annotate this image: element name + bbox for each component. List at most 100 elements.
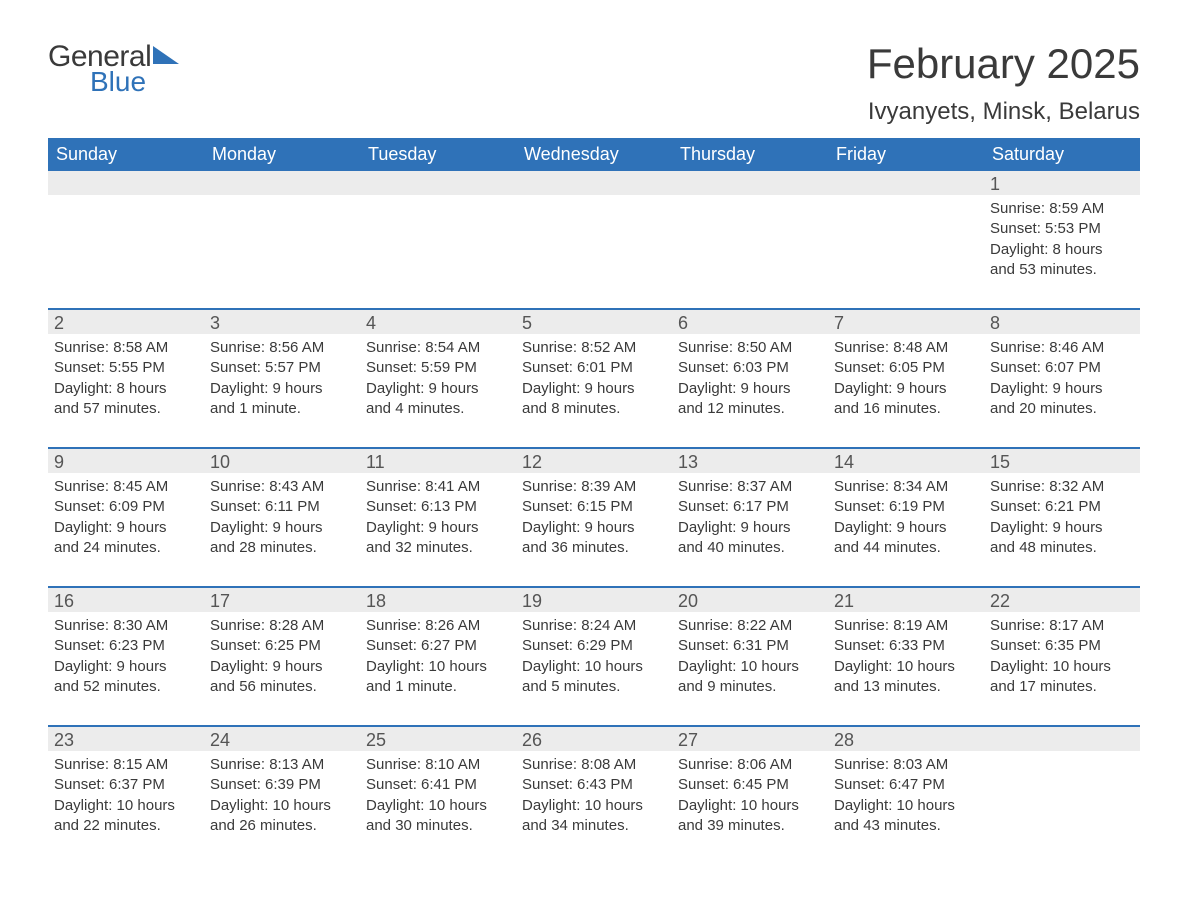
calendar-cell: 5Sunrise: 8:52 AMSunset: 6:01 PMDaylight… xyxy=(516,310,672,425)
dayheader-sunday: Sunday xyxy=(48,138,204,171)
dayheader-saturday: Saturday xyxy=(984,138,1140,171)
day-number: 6 xyxy=(672,310,828,334)
day-number: 7 xyxy=(828,310,984,334)
calendar-cell: 14Sunrise: 8:34 AMSunset: 6:19 PMDayligh… xyxy=(828,449,984,564)
day-number: 24 xyxy=(204,727,360,751)
calendar-cell: 21 Sunrise: 8:19 AMSunset: 6:33 PMDayligh… xyxy=(828,588,984,703)
daylight1-text: Daylight: 9 hours xyxy=(522,518,666,538)
sunset-text: Sunset: 6:43 PM xyxy=(522,775,666,795)
dayheader-wednesday: Wednesday xyxy=(516,138,672,171)
dayheader-thursday: Thursday xyxy=(672,138,828,171)
sunset-text: Sunset: 6:19 PM xyxy=(834,497,978,517)
calendar-cell: 7Sunrise: 8:48 AMSunset: 6:05 PMDaylight… xyxy=(828,310,984,425)
sunrise-text: Sunrise: 8:43 AM xyxy=(210,477,354,497)
sunset-text: Sunset: 5:59 PM xyxy=(366,358,510,378)
sunrise-text: Sunrise: 8:45 AM xyxy=(54,477,198,497)
calendar-cell: 16Sunrise: 8:30 AMSunset: 6:23 PMDayligh… xyxy=(48,588,204,703)
sunrise-text: Sunrise: 8:24 AM xyxy=(522,616,666,636)
calendar-cell: 8Sunrise: 8:46 AMSunset: 6:07 PMDaylight… xyxy=(984,310,1140,425)
day-number: 28 xyxy=(828,727,984,751)
sunrise-text: Sunrise: 8:28 AM xyxy=(210,616,354,636)
daylight2-text: and 44 minutes. xyxy=(834,538,978,558)
daylight2-text: and 8 minutes. xyxy=(522,399,666,419)
sunset-text: Sunset: 6:39 PM xyxy=(210,775,354,795)
sunrise-text: Sunrise: 8:54 AM xyxy=(366,338,510,358)
dayheader-monday: Monday xyxy=(204,138,360,171)
daylight1-text: Daylight: 9 hours xyxy=(54,518,198,538)
sunrise-text: Sunrise: 8:50 AM xyxy=(678,338,822,358)
daylight1-text: Daylight: 9 hours xyxy=(210,379,354,399)
day-number: 15 xyxy=(984,449,1140,473)
calendar-cell: 19Sunrise: 8:24 AMSunset: 6:29 PMDayligh… xyxy=(516,588,672,703)
daylight2-text: and 43 minutes. xyxy=(834,816,978,836)
daylight2-text: and 48 minutes. xyxy=(990,538,1134,558)
sunrise-text: Sunrise: 8:46 AM xyxy=(990,338,1134,358)
daylight2-text: and 13 minutes. xyxy=(834,677,978,697)
sunset-text: Sunset: 6:47 PM xyxy=(834,775,978,795)
sunrise-text: Sunrise: 8:08 AM xyxy=(522,755,666,775)
sunset-text: Sunset: 6:17 PM xyxy=(678,497,822,517)
week-row: 23Sunrise: 8:15 AMSunset: 6:37 PMDayligh… xyxy=(48,725,1140,842)
day-number: 14 xyxy=(828,449,984,473)
day-number xyxy=(828,171,984,195)
sunrise-text: Sunrise: 8:34 AM xyxy=(834,477,978,497)
calendar-cell: 27Sunrise: 8:06 AMSunset: 6:45 PMDayligh… xyxy=(672,727,828,842)
day-number: 11 xyxy=(360,449,516,473)
sunset-text: Sunset: 6:29 PM xyxy=(522,636,666,656)
daylight2-text: and 32 minutes. xyxy=(366,538,510,558)
calendar-cell: 24Sunrise: 8:13 AMSunset: 6:39 PMDayligh… xyxy=(204,727,360,842)
daylight2-text: and 56 minutes. xyxy=(210,677,354,697)
day-number xyxy=(204,171,360,195)
day-number: 16 xyxy=(48,588,204,612)
sunset-text: Sunset: 5:53 PM xyxy=(990,219,1134,239)
daylight1-text: Daylight: 10 hours xyxy=(678,657,822,677)
calendar-cell: 12Sunrise: 8:39 AMSunset: 6:15 PMDayligh… xyxy=(516,449,672,564)
weeks-container: 1Sunrise: 8:59 AMSunset: 5:53 PMDaylight… xyxy=(48,171,1140,842)
calendar-cell-empty xyxy=(516,171,672,286)
day-number: 23 xyxy=(48,727,204,751)
daylight2-text: and 34 minutes. xyxy=(522,816,666,836)
calendar-cell-empty xyxy=(204,171,360,286)
day-number: 21 xyxy=(828,588,984,612)
daylight2-text: and 16 minutes. xyxy=(834,399,978,419)
day-number: 1 xyxy=(984,171,1140,195)
day-number: 17 xyxy=(204,588,360,612)
dayheader-friday: Friday xyxy=(828,138,984,171)
day-number: 13 xyxy=(672,449,828,473)
sunset-text: Sunset: 6:05 PM xyxy=(834,358,978,378)
title-block: February 2025 Ivyanyets, Minsk, Belarus xyxy=(867,40,1140,126)
sunrise-text: Sunrise: 8:52 AM xyxy=(522,338,666,358)
daylight2-text: and 28 minutes. xyxy=(210,538,354,558)
calendar-cell: 2Sunrise: 8:58 AMSunset: 5:55 PMDaylight… xyxy=(48,310,204,425)
day-number xyxy=(672,171,828,195)
sunset-text: Sunset: 6:11 PM xyxy=(210,497,354,517)
day-number: 26 xyxy=(516,727,672,751)
day-number xyxy=(516,171,672,195)
sunrise-text: Sunrise: 8:19 AM xyxy=(834,616,978,636)
month-title: February 2025 xyxy=(867,40,1140,88)
daylight1-text: Daylight: 9 hours xyxy=(366,379,510,399)
sunrise-text: Sunrise: 8:41 AM xyxy=(366,477,510,497)
sunrise-text: Sunrise: 8:10 AM xyxy=(366,755,510,775)
sunset-text: Sunset: 6:33 PM xyxy=(834,636,978,656)
logo-word2: Blue xyxy=(90,66,179,98)
calendar-cell: 20Sunrise: 8:22 AMSunset: 6:31 PMDayligh… xyxy=(672,588,828,703)
daylight1-text: Daylight: 9 hours xyxy=(678,379,822,399)
week-row: 16Sunrise: 8:30 AMSunset: 6:23 PMDayligh… xyxy=(48,586,1140,703)
sunrise-text: Sunrise: 8:48 AM xyxy=(834,338,978,358)
sunset-text: Sunset: 6:37 PM xyxy=(54,775,198,795)
daylight1-text: Daylight: 9 hours xyxy=(522,379,666,399)
daylight1-text: Daylight: 10 hours xyxy=(834,657,978,677)
daylight1-text: Daylight: 10 hours xyxy=(522,796,666,816)
daylight2-text: and 39 minutes. xyxy=(678,816,822,836)
calendar-cell: 25Sunrise: 8:10 AMSunset: 6:41 PMDayligh… xyxy=(360,727,516,842)
daylight2-text: and 4 minutes. xyxy=(366,399,510,419)
calendar-cell-empty xyxy=(672,171,828,286)
day-number: 9 xyxy=(48,449,204,473)
day-number: 18 xyxy=(360,588,516,612)
day-number: 10 xyxy=(204,449,360,473)
daylight2-text: and 9 minutes. xyxy=(678,677,822,697)
daylight1-text: Daylight: 10 hours xyxy=(522,657,666,677)
day-number: 5 xyxy=(516,310,672,334)
calendar-cell-empty xyxy=(360,171,516,286)
